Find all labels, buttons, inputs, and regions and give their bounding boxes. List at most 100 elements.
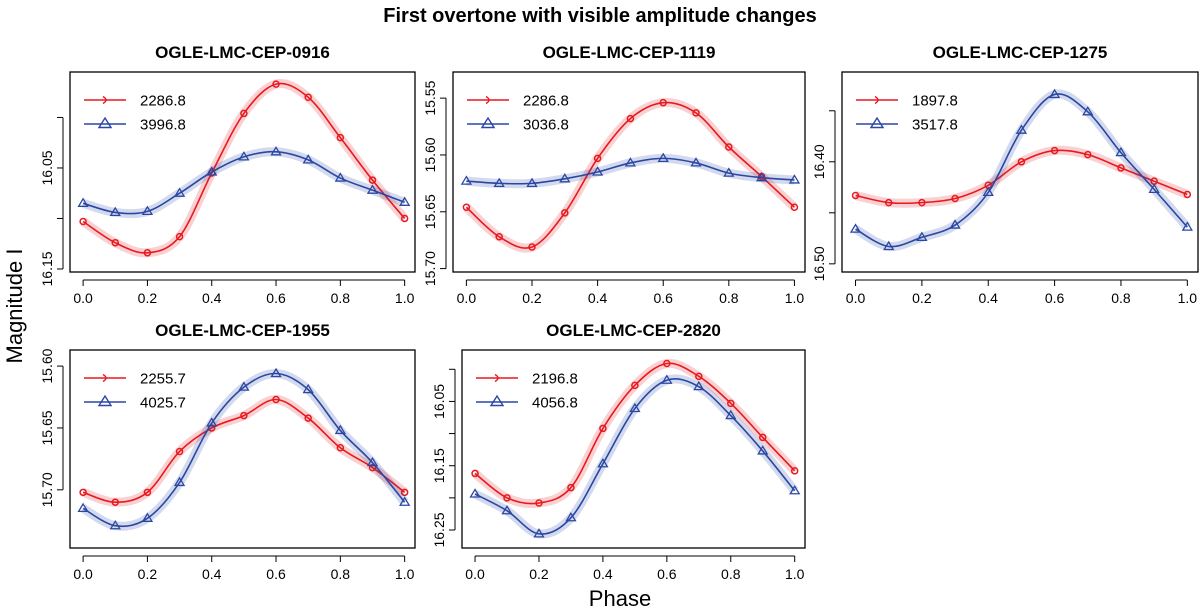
- data-point: [143, 488, 152, 497]
- legend-marker-circle: [874, 95, 879, 105]
- data-point: [173, 476, 186, 487]
- data-point: [336, 133, 345, 142]
- y-tick-label: 15.70: [39, 472, 55, 507]
- legend-marker-circle: [102, 95, 107, 105]
- data-point: [366, 184, 379, 194]
- data-point: [725, 143, 733, 151]
- fit-curve: [82, 150, 405, 215]
- data-point: [270, 367, 282, 378]
- x-tick-label: 0.2: [138, 566, 158, 582]
- data-point: [631, 381, 639, 390]
- y-tick-label: 15.55: [422, 80, 438, 115]
- data-point: [400, 488, 409, 497]
- data-point: [79, 217, 87, 226]
- x-tick-label: 0.2: [522, 290, 542, 306]
- data-point: [399, 196, 411, 206]
- data-point: [238, 151, 250, 161]
- data-point: [109, 519, 121, 530]
- data-point: [883, 240, 895, 251]
- x-tick-label: 1.0: [395, 566, 415, 582]
- x-tick-label: 0.0: [457, 290, 477, 306]
- x-tick-label: 0.6: [266, 290, 286, 306]
- legend-label: 3996.8: [140, 117, 186, 134]
- data-point: [141, 205, 154, 216]
- data-point: [460, 175, 473, 185]
- x-tick-label: 0.4: [588, 290, 608, 306]
- panel-3: OGLE-LMC-CEP-1955 0.0 0.2 0.4 0.6 0.8 1.0 15.60…: [39, 321, 416, 582]
- fit-curve: [82, 398, 406, 504]
- panel-0: OGLE-LMC-CEP-0916 0.0 0.2 0.4 0.6 0.8 1.0 16.05…: [39, 43, 416, 306]
- data-point: [501, 504, 513, 515]
- data-point: [597, 458, 609, 468]
- data-point: [334, 424, 346, 435]
- legend-marker-circle: [102, 373, 107, 383]
- x-tick-label: 0.4: [979, 290, 999, 306]
- legend-label: 2255.7: [140, 371, 186, 388]
- data-point: [1148, 183, 1160, 193]
- data-point: [693, 380, 705, 391]
- data-point: [109, 206, 121, 217]
- legend-marker-triangle: [480, 116, 496, 129]
- x-tick-label: 0.6: [1045, 290, 1065, 306]
- data-point: [851, 191, 860, 200]
- x-tick-label: 0.8: [331, 290, 351, 306]
- data-point: [591, 166, 604, 176]
- y-tick-label: 15.65: [422, 194, 438, 229]
- data-point: [949, 219, 961, 229]
- data-point: [77, 197, 89, 207]
- legend-label: 2286.8: [523, 93, 569, 110]
- data-point: [1183, 190, 1192, 199]
- data-point: [471, 469, 479, 478]
- confidence-band: [80, 79, 409, 258]
- y-tick-label: 15.65: [39, 410, 55, 445]
- data-point: [175, 232, 184, 241]
- legend-label: 2196.8: [532, 371, 578, 388]
- y-tick-label: 16.15: [39, 251, 55, 286]
- data-point: [1181, 221, 1193, 231]
- data-point: [661, 374, 673, 384]
- x-tick-label: 1.0: [785, 566, 805, 582]
- data-point: [495, 233, 503, 241]
- plot-frame: [69, 349, 416, 549]
- plot-frame: [841, 71, 1199, 273]
- x-tick-label: 0.2: [138, 290, 158, 306]
- panel-4: OGLE-LMC-CEP-2820 0.0 0.2 0.4 0.6 0.8 1.0 16.05…: [431, 321, 806, 582]
- data-point: [272, 395, 280, 404]
- x-tick-label: 0.4: [202, 566, 222, 582]
- plot-frame: [452, 71, 806, 273]
- data-point: [629, 402, 641, 413]
- panel-title: OGLE-LMC-CEP-2820: [546, 321, 721, 340]
- data-point: [206, 417, 218, 427]
- data-point: [692, 109, 700, 117]
- figure-title: First overtone with visible amplitude ch…: [383, 5, 816, 27]
- legend-marker-circle: [494, 373, 499, 383]
- x-tick-label: 1.0: [785, 290, 805, 306]
- data-point: [400, 214, 409, 223]
- data-point: [334, 172, 346, 182]
- data-point: [111, 498, 120, 506]
- data-point: [1017, 158, 1026, 166]
- x-axis-label: Phase: [589, 586, 651, 611]
- x-tick-label: 0.6: [657, 566, 677, 582]
- data-point: [336, 444, 345, 452]
- data-point: [1048, 88, 1061, 99]
- y-tick-label: 15.60: [39, 348, 55, 383]
- legend-marker-circle: [485, 95, 490, 105]
- fit-curve: [465, 101, 795, 249]
- x-tick-label: 0.8: [719, 290, 739, 306]
- data-point: [659, 98, 667, 107]
- data-point: [663, 359, 671, 368]
- plot-frame: [461, 349, 806, 549]
- data-point: [79, 488, 87, 497]
- data-point: [790, 467, 799, 475]
- y-tick-label: 16.40: [811, 144, 827, 179]
- data-point: [173, 187, 186, 197]
- data-point: [982, 186, 994, 197]
- legend-marker-triangle: [97, 394, 113, 407]
- data-point: [206, 166, 218, 176]
- x-tick-label: 0.8: [331, 566, 351, 582]
- data-point: [526, 177, 538, 188]
- data-point: [626, 114, 635, 123]
- data-point: [599, 424, 607, 433]
